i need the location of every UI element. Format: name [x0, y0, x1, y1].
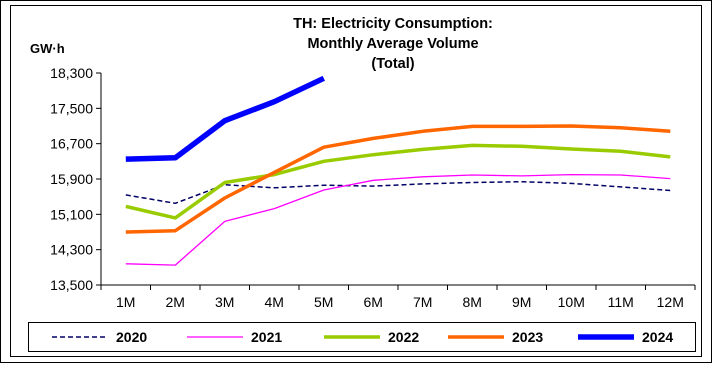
legend-label-2023: 2023 [512, 329, 543, 345]
legend-label-2022: 2022 [388, 329, 419, 345]
series-line-2024 [125, 75, 325, 162]
y-tick-label: 15,900 [50, 171, 93, 187]
series-layer [125, 75, 671, 266]
x-tick-label: 4M [265, 294, 284, 310]
x-tick-label: 12M [657, 294, 684, 310]
chart-title-line-3: (Total) [371, 56, 414, 72]
y-tick-label: 18,300 [50, 65, 93, 81]
x-tick-label: 9M [512, 294, 531, 310]
inner-border [10, 5, 702, 357]
legend: 2020 2021 2022 2023 2024 [52, 329, 673, 345]
y-tick-label: 16,700 [50, 136, 93, 152]
x-tick-label: 5M [314, 294, 333, 310]
chart-title-line-2: Monthly Average Volume [307, 36, 478, 52]
y-axis-label: GW·h [30, 41, 65, 56]
legend-label-2021: 2021 [251, 329, 282, 345]
x-tick-label: 2M [166, 294, 185, 310]
x-tick-label: 10M [558, 294, 585, 310]
series-line-2020 [125, 180, 671, 205]
legend-label-2024: 2024 [642, 329, 673, 345]
chart-title-line-1: TH: Electricity Consumption: [293, 16, 493, 32]
series-line-2023 [125, 124, 671, 234]
y-tick-label: 17,500 [50, 100, 93, 116]
x-tick-label: 11M [608, 294, 634, 310]
y-tick-label: 13,500 [50, 277, 93, 293]
y-tick-label: 14,300 [50, 242, 93, 258]
x-tick-label: 7M [413, 294, 432, 310]
x-tick-label: 6M [364, 294, 383, 310]
series-line-2022 [125, 143, 671, 220]
series-line-2021 [125, 173, 671, 266]
x-tick-label: 3M [215, 294, 234, 310]
x-tick-label: 8M [463, 294, 482, 310]
axes: 13,500 14,300 15,100 15,900 16,700 17,500 18,3… [50, 65, 696, 310]
y-tick-label: 15,100 [50, 206, 93, 222]
legend-label-2020: 2020 [116, 329, 147, 345]
x-tick-label: 1M [116, 294, 135, 310]
